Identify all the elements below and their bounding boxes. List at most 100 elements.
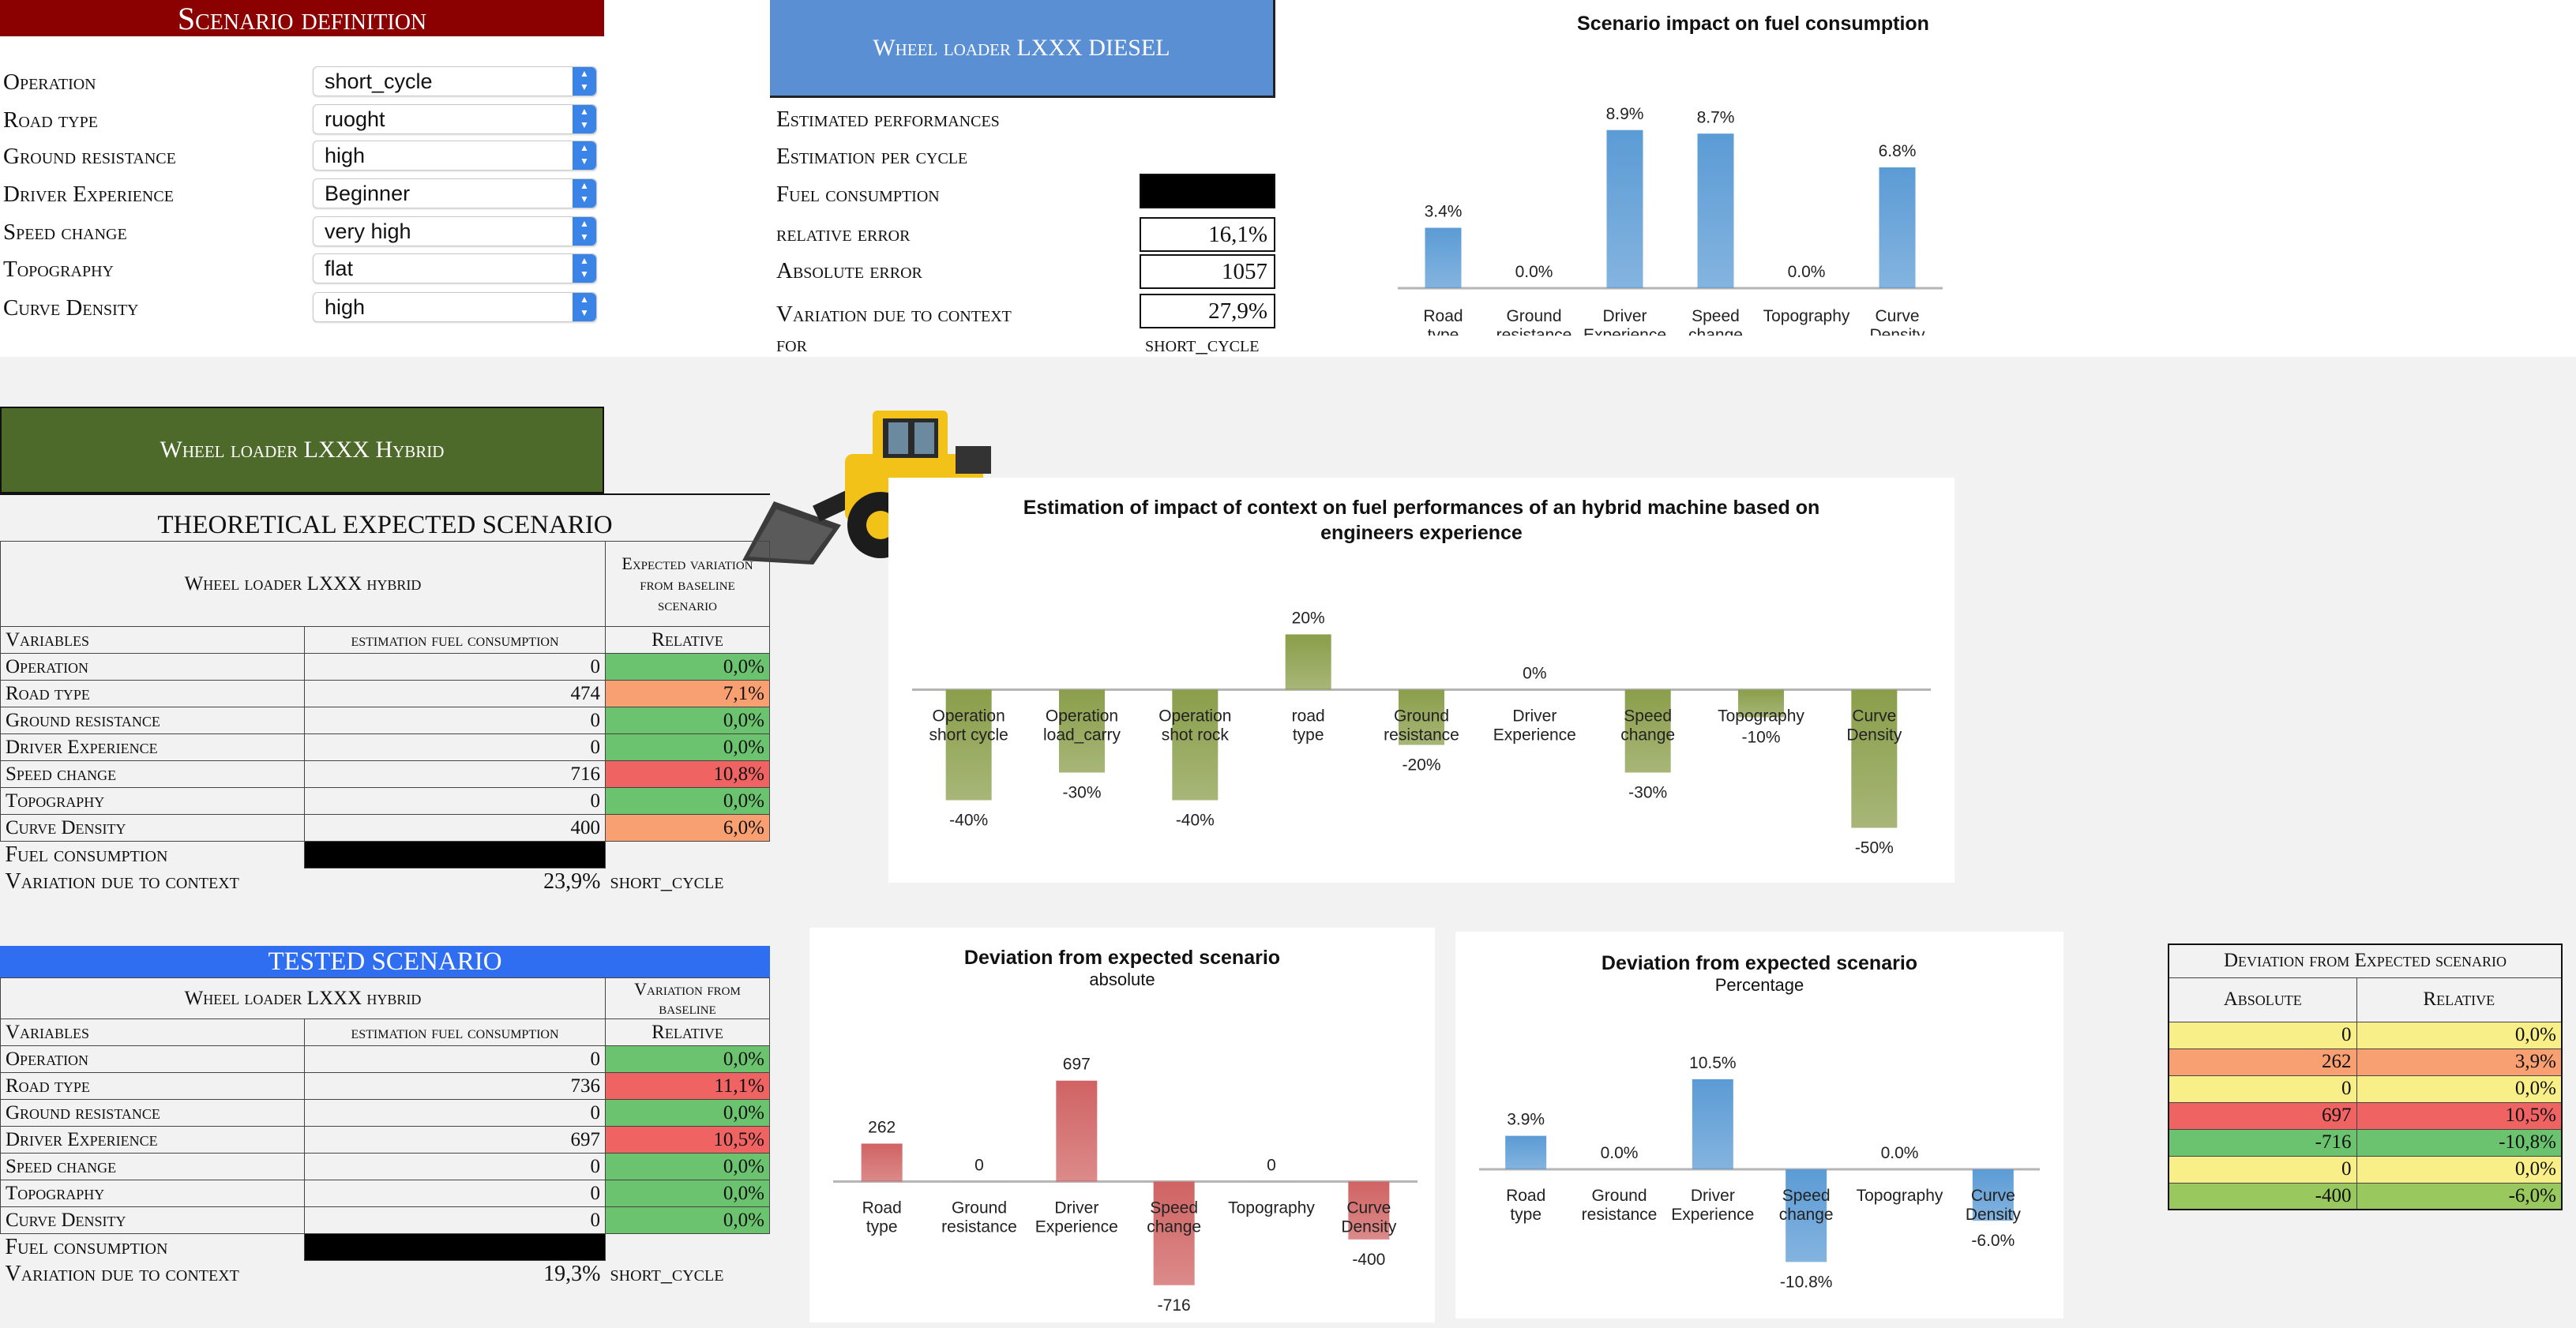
variable-relative[interactable]: 0,0% bbox=[605, 1099, 770, 1127]
variable-relative[interactable]: 6,0% bbox=[605, 814, 770, 842]
theoretical-fuel-cell[interactable] bbox=[304, 841, 606, 868]
chevron-updown-icon[interactable]: ▲ ▼ bbox=[573, 254, 596, 283]
def-label: Speed change bbox=[3, 219, 127, 245]
theoretical-col-variables: Variables bbox=[0, 626, 305, 654]
variable-relative[interactable]: 0,0% bbox=[605, 1153, 770, 1180]
table-row: 0 0,0% bbox=[2168, 1021, 2563, 1049]
variable-value[interactable]: 0 bbox=[304, 787, 606, 815]
variable-relative[interactable]: 0,0% bbox=[605, 733, 770, 761]
chart-scenario-impact-title: Scenario impact on fuel consumption bbox=[1577, 13, 1929, 35]
theoretical-variation-value: 23,9% bbox=[543, 868, 601, 894]
deviation-col-relative: Relative bbox=[2356, 977, 2563, 1022]
fuel-consumption-cell[interactable] bbox=[1140, 174, 1275, 208]
absolute-error-cell[interactable]: 1057 bbox=[1140, 254, 1275, 289]
def-select-value: Beginner bbox=[325, 182, 411, 205]
deviation-absolute[interactable]: 697 bbox=[2168, 1101, 2357, 1130]
chart-deviation-absolute-title: Deviation from expected scenario bbox=[963, 947, 1281, 969]
chevron-updown-icon[interactable]: ▲ ▼ bbox=[573, 141, 596, 170]
variable-value[interactable]: 0 bbox=[304, 1153, 606, 1180]
data-label: 0.0% bbox=[1881, 1144, 1919, 1162]
variable-value[interactable]: 0 bbox=[304, 1206, 606, 1234]
variable-value[interactable]: 0 bbox=[304, 653, 606, 681]
data-label: -400 bbox=[1352, 1251, 1385, 1269]
variable-relative[interactable]: 0,0% bbox=[605, 1206, 770, 1234]
def-select[interactable]: high ▲ ▼ bbox=[313, 141, 597, 171]
bar bbox=[1738, 689, 1784, 718]
category-label: Driver Experience bbox=[1671, 1187, 1754, 1224]
tested-variation-value: 19,3% bbox=[543, 1261, 601, 1286]
deviation-relative[interactable]: 3,9% bbox=[2356, 1048, 2563, 1076]
def-label: Curve Density bbox=[3, 295, 139, 321]
chevron-updown-icon[interactable]: ▲ ▼ bbox=[573, 67, 596, 96]
def-select[interactable]: flat ▲ ▼ bbox=[313, 253, 597, 283]
data-label: -10.8% bbox=[1780, 1273, 1833, 1291]
variable-relative[interactable]: 10,8% bbox=[605, 760, 770, 788]
deviation-absolute[interactable]: 0 bbox=[2168, 1021, 2357, 1049]
tested-variation-for: short_cycle bbox=[610, 1261, 724, 1286]
variable-value[interactable]: 736 bbox=[304, 1072, 606, 1100]
deviation-relative[interactable]: 0,0% bbox=[2356, 1021, 2563, 1049]
category-label: Speed change bbox=[1620, 707, 1675, 745]
def-label: Driver Experience bbox=[3, 182, 174, 207]
tested-col-relative: Relative bbox=[605, 1019, 770, 1046]
def-select[interactable]: short_cycle ▲ ▼ bbox=[313, 66, 597, 96]
data-label: -30% bbox=[1628, 784, 1667, 802]
def-select[interactable]: ruoght ▲ ▼ bbox=[313, 104, 597, 134]
variable-relative[interactable]: 11,1% bbox=[605, 1072, 770, 1100]
variable-relative[interactable]: 10,5% bbox=[605, 1126, 770, 1154]
def-select-value: very high bbox=[325, 219, 411, 243]
variation-context-cell[interactable]: 27,9% bbox=[1140, 294, 1275, 328]
tested-table: Wheel loader LXXX hybrid Variation from … bbox=[0, 977, 770, 1288]
fuel-consumption-label: Fuel consumption bbox=[776, 182, 940, 207]
table-row: 0 0,0% bbox=[2168, 1155, 2563, 1184]
absolute-error-label: Absolute error bbox=[776, 258, 922, 283]
chart-deviation-percentage: Deviation from expected scenario Percent… bbox=[1455, 932, 2063, 1319]
def-select[interactable]: Beginner ▲ ▼ bbox=[313, 178, 597, 208]
deviation-relative[interactable]: 10,5% bbox=[2356, 1101, 2563, 1130]
deviation-absolute[interactable]: -716 bbox=[2168, 1128, 2357, 1157]
variable-relative[interactable]: 0,0% bbox=[605, 1045, 770, 1073]
tested-fuel-cell[interactable] bbox=[304, 1233, 606, 1261]
deviation-relative[interactable]: -10,8% bbox=[2356, 1128, 2563, 1157]
chevron-updown-icon[interactable]: ▲ ▼ bbox=[573, 105, 596, 133]
variable-value[interactable]: 0 bbox=[304, 733, 606, 761]
variable-value[interactable]: 716 bbox=[304, 760, 606, 788]
table-row: 697 10,5% bbox=[2168, 1101, 2563, 1130]
theoretical-col-relative: Relative bbox=[605, 626, 770, 654]
variable-value[interactable]: 0 bbox=[304, 1099, 606, 1127]
variable-relative[interactable]: 7,1% bbox=[605, 680, 770, 707]
deviation-absolute[interactable]: 0 bbox=[2168, 1075, 2357, 1103]
table-row: 262 3,9% bbox=[2168, 1048, 2563, 1076]
chevron-updown-icon[interactable]: ▲ ▼ bbox=[573, 179, 596, 208]
def-select[interactable]: high ▲ ▼ bbox=[313, 292, 597, 322]
deviation-relative[interactable]: 0,0% bbox=[2356, 1155, 2563, 1184]
deviation-absolute[interactable]: -400 bbox=[2168, 1182, 2357, 1210]
def-select[interactable]: very high ▲ ▼ bbox=[313, 216, 597, 246]
data-label: -50% bbox=[1855, 839, 1894, 857]
variable-value[interactable]: 697 bbox=[304, 1126, 606, 1154]
deviation-absolute[interactable]: 0 bbox=[2168, 1155, 2357, 1184]
bar bbox=[1348, 1181, 1390, 1240]
chart-deviation-absolute-svg: 262 Road type 0 Ground resistance 697 Driver Exp… bbox=[833, 1056, 1418, 1315]
relative-error-cell[interactable]: 16,1% bbox=[1140, 217, 1275, 252]
bar bbox=[1879, 167, 1916, 288]
variable-name: Driver Experience bbox=[0, 733, 305, 761]
deviation-relative[interactable]: -6,0% bbox=[2356, 1182, 2563, 1210]
chevron-updown-icon[interactable]: ▲ ▼ bbox=[573, 217, 596, 246]
variable-relative[interactable]: 0,0% bbox=[605, 707, 770, 734]
deviation-relative[interactable]: 0,0% bbox=[2356, 1075, 2563, 1103]
variable-relative[interactable]: 0,0% bbox=[605, 1180, 770, 1207]
table-row: Topography 0 0,0% bbox=[0, 1180, 770, 1207]
variable-relative[interactable]: 0,0% bbox=[605, 653, 770, 681]
for-label: for bbox=[776, 332, 807, 357]
def-select-value: high bbox=[325, 144, 366, 167]
variable-value[interactable]: 0 bbox=[304, 1180, 606, 1207]
variable-value[interactable]: 400 bbox=[304, 814, 606, 842]
variable-relative[interactable]: 0,0% bbox=[605, 787, 770, 815]
variable-value[interactable]: 0 bbox=[304, 707, 606, 734]
variable-value[interactable]: 474 bbox=[304, 680, 606, 707]
variable-value[interactable]: 0 bbox=[304, 1045, 606, 1073]
deviation-absolute[interactable]: 262 bbox=[2168, 1048, 2357, 1076]
variable-name: Speed change bbox=[0, 760, 305, 788]
chevron-updown-icon[interactable]: ▲ ▼ bbox=[573, 293, 596, 321]
